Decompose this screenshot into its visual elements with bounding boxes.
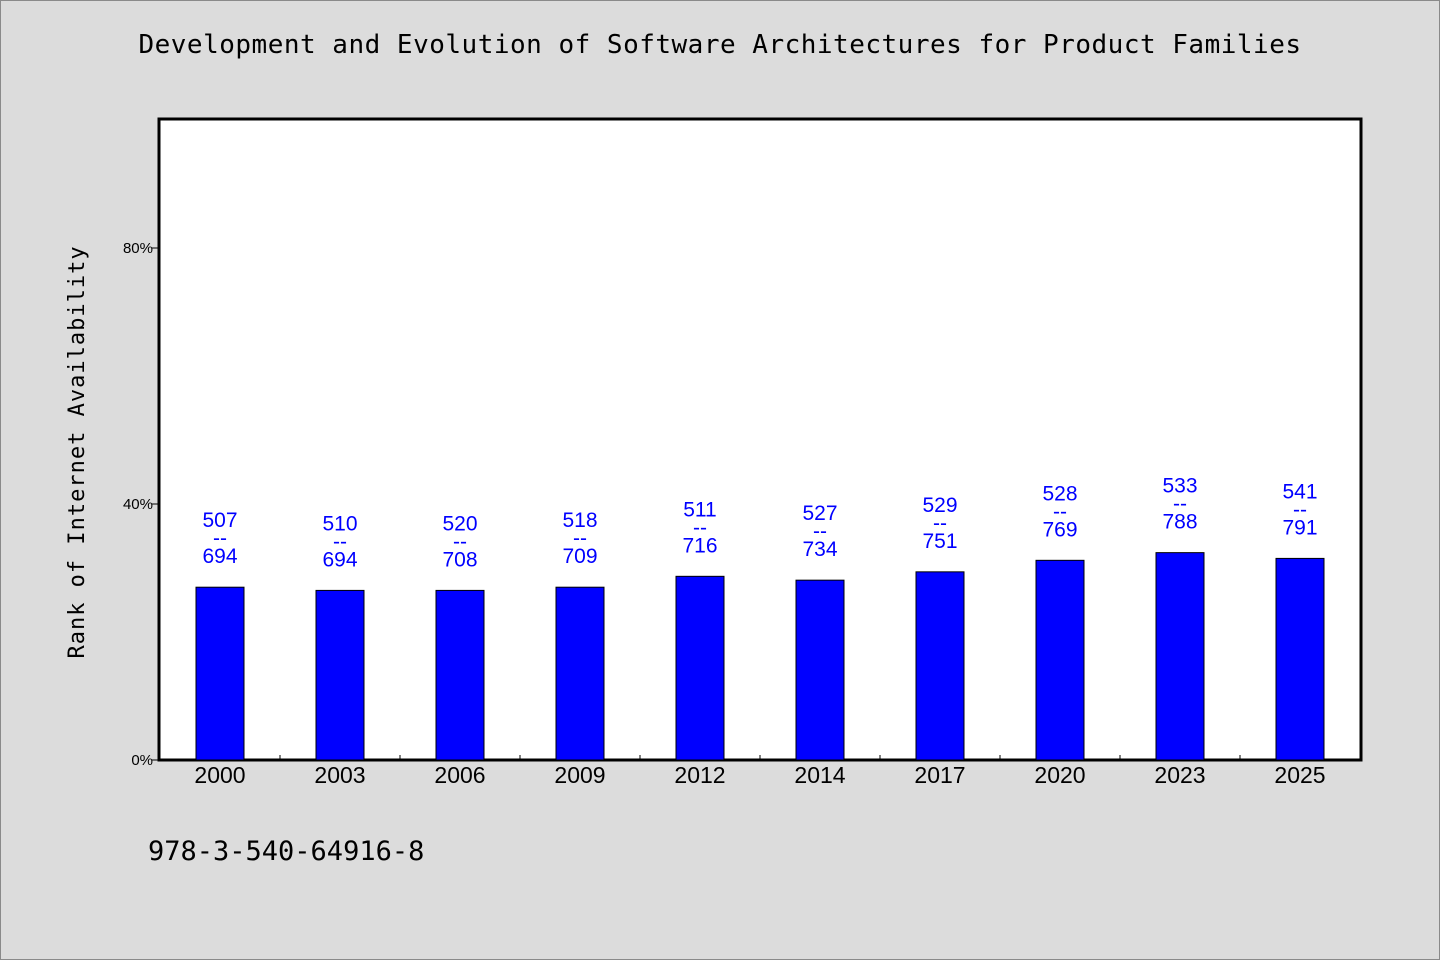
data-labels: 694--507694--510708--520709--518716--511… bbox=[202, 475, 1317, 572]
bars bbox=[195, 552, 1325, 761]
data-label-top: 518 bbox=[562, 509, 597, 532]
data-label-separator: -- bbox=[1293, 498, 1307, 521]
data-label-separator: -- bbox=[813, 520, 827, 543]
data-label-separator: -- bbox=[693, 516, 707, 539]
bar-2023 bbox=[1155, 552, 1205, 761]
bar-2000 bbox=[195, 586, 245, 761]
data-label-bottom: 708 bbox=[442, 548, 477, 571]
y-tick-label: 80% bbox=[123, 240, 153, 257]
data-label-bottom: 769 bbox=[1042, 518, 1077, 541]
bar-2012 bbox=[675, 575, 725, 761]
data-label-top: 528 bbox=[1042, 482, 1077, 505]
data-label-separator: -- bbox=[1053, 500, 1067, 523]
data-label-bottom: 734 bbox=[802, 538, 837, 561]
x-tick-label: 2003 bbox=[314, 762, 365, 788]
y-axis: 0% 40% 80% bbox=[123, 240, 160, 769]
x-tick-label: 2017 bbox=[914, 762, 965, 788]
x-tick-label: 2000 bbox=[194, 762, 245, 788]
data-label-separator: -- bbox=[333, 530, 347, 553]
data-label-top: 533 bbox=[1162, 475, 1197, 498]
data-label-bottom: 788 bbox=[1162, 511, 1197, 534]
x-tick-label: 2009 bbox=[554, 762, 605, 788]
chart-title: Development and Evolution of Software Ar… bbox=[138, 30, 1302, 60]
data-label-top: 510 bbox=[322, 512, 357, 535]
data-label-bottom: 791 bbox=[1282, 516, 1317, 539]
data-label-top: 527 bbox=[802, 502, 837, 525]
data-label-top: 507 bbox=[202, 509, 237, 532]
bar-2017 bbox=[915, 571, 965, 761]
data-label-bottom: 716 bbox=[682, 534, 717, 557]
data-label-top: 520 bbox=[442, 512, 477, 535]
bar-2006 bbox=[435, 589, 485, 761]
bar-2009 bbox=[555, 586, 605, 761]
x-tick-label: 2025 bbox=[1274, 762, 1325, 788]
y-axis-label: Rank of Internet Availability bbox=[65, 245, 90, 658]
data-label-bottom: 694 bbox=[202, 545, 237, 568]
data-label-bottom: 709 bbox=[562, 545, 597, 568]
footer-isbn: 978-3-540-64916-8 bbox=[148, 836, 425, 867]
data-label-separator: -- bbox=[1173, 493, 1187, 516]
data-label-separator: -- bbox=[933, 512, 947, 535]
data-label-top: 529 bbox=[922, 494, 957, 517]
x-tick-label: 2006 bbox=[434, 762, 485, 788]
x-tick-label: 2012 bbox=[674, 762, 725, 788]
x-tick-label: 2014 bbox=[794, 762, 845, 788]
bar-2003 bbox=[315, 589, 365, 761]
bar-2014 bbox=[795, 579, 845, 761]
data-label-bottom: 694 bbox=[322, 548, 357, 571]
data-label-separator: -- bbox=[573, 527, 587, 550]
bar-2020 bbox=[1035, 559, 1085, 761]
x-axis: 2000 2003 2006 2009 2012 2014 2017 2020 2023 2025 bbox=[194, 755, 1326, 788]
y-tick-label: 0% bbox=[131, 752, 153, 769]
y-tick-label: 40% bbox=[123, 496, 153, 513]
data-label-top: 511 bbox=[683, 498, 716, 521]
bar-2025 bbox=[1275, 557, 1325, 761]
data-label-bottom: 751 bbox=[922, 530, 957, 553]
data-label-top: 541 bbox=[1282, 480, 1317, 503]
x-tick-label: 2023 bbox=[1154, 762, 1205, 788]
data-label-separator: -- bbox=[213, 527, 227, 550]
data-label-separator: -- bbox=[453, 530, 467, 553]
x-tick-label: 2020 bbox=[1034, 762, 1085, 788]
